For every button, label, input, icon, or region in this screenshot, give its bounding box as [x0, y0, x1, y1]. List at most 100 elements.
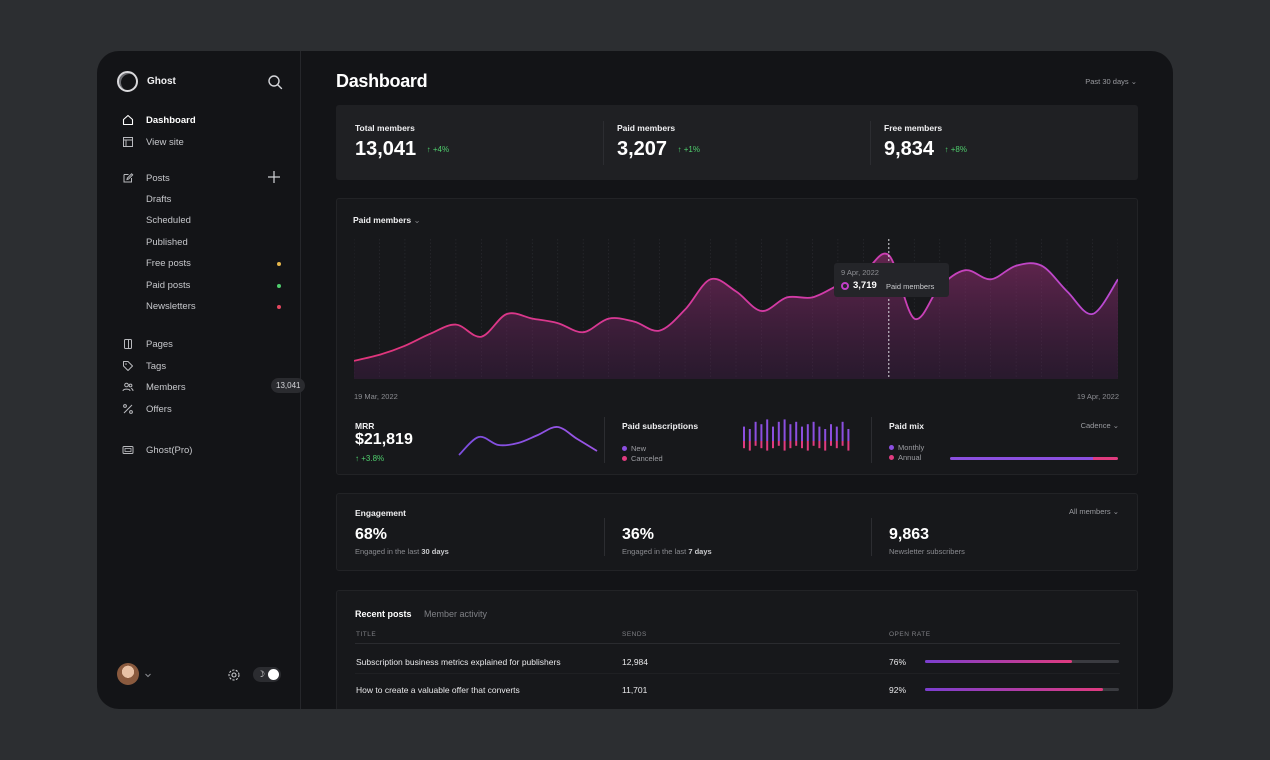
toggle-knob [268, 669, 279, 680]
brand[interactable]: Ghost [117, 71, 176, 92]
bar-canceled [754, 441, 757, 446]
stat-paid-members[interactable]: Paid members 3,207 ↑ +1% [617, 123, 700, 161]
date-range-select[interactable]: Past 30 days ⌄ [1085, 77, 1137, 86]
stat-delta: ↑ +4% [427, 145, 449, 154]
paid-mix-title: Paid mix [889, 421, 924, 431]
chart-metric-select[interactable]: Paid members ⌄ [353, 215, 421, 226]
bar-canceled [812, 441, 815, 446]
bar-new [806, 424, 809, 441]
bar-new [847, 429, 850, 441]
recent-posts-card: Recent posts Member activity TITLE SENDS… [336, 590, 1138, 709]
bar-new [783, 419, 786, 441]
layout-icon [121, 135, 135, 149]
divider [870, 121, 871, 165]
tooltip-value: 3,719 [853, 280, 877, 291]
sidebar-item-free-posts[interactable]: Free posts [146, 257, 281, 271]
sidebar-item-tags[interactable]: Tags [121, 358, 281, 374]
paid-subscriptions-bar-chart[interactable] [742, 417, 854, 463]
sidebar-item-newsletters[interactable]: Newsletters [146, 300, 281, 314]
moon-icon: ☽ [257, 669, 266, 679]
tooltip-label: Paid members [886, 282, 935, 291]
theme-toggle[interactable]: ☽ [253, 667, 281, 682]
stat-total-members[interactable]: Total members 13,041 ↑ +4% [355, 123, 449, 161]
engagement-caption: Engaged in the last 7 days [622, 547, 712, 556]
bar-new [801, 426, 803, 441]
newsletter-subscribers[interactable]: 9,863 Newsletter subscribers [889, 526, 965, 556]
mix-segment-annual [1092, 457, 1118, 460]
audience-filter-select[interactable]: All members ⌄ [1069, 507, 1119, 516]
stat-delta: ↑ +8% [945, 145, 967, 154]
engagement-value: 9,863 [889, 526, 930, 543]
search-icon[interactable] [267, 74, 283, 90]
main-content: Dashboard Past 30 days ⌄ Total members 1… [302, 51, 1173, 709]
sidebar-item-label: Pages [146, 338, 173, 350]
sidebar-item-members[interactable]: Members 13,041 [121, 378, 306, 395]
post-open-rate: 92% [889, 685, 907, 695]
stat-label: Total members [355, 123, 415, 133]
sidebar-item-paid-posts[interactable]: Paid posts [146, 279, 281, 293]
page-title: Dashboard [336, 71, 428, 91]
bar-canceled [801, 441, 803, 449]
divider [355, 673, 1120, 674]
sidebar-item-label: Newsletters [146, 301, 196, 312]
paid-mix-bar[interactable] [950, 457, 1118, 460]
bar-new [795, 421, 798, 441]
status-dot [277, 284, 281, 288]
legend-monthly: Monthly [889, 443, 924, 452]
mrr-delta: ↑ +3.8% [355, 454, 384, 463]
sidebar-item-drafts[interactable]: Drafts [146, 193, 281, 207]
divider [355, 643, 1120, 644]
sidebar-item-pages[interactable]: Pages [121, 336, 281, 352]
caption-period: 7 days [688, 547, 712, 556]
stat-free-members[interactable]: Free members 9,834 ↑ +8% [884, 123, 967, 161]
status-dot [277, 305, 281, 309]
sidebar-item-label: Free posts [146, 258, 191, 269]
sidebar-item-label: View site [146, 136, 184, 148]
x-axis-start-label: 19 Mar, 2022 [354, 392, 398, 401]
add-post-icon[interactable] [267, 170, 281, 184]
bar-canceled [748, 441, 751, 451]
engagement-caption: Engaged in the last 30 days [355, 547, 449, 556]
open-rate-bar [925, 688, 1119, 691]
open-rate-bar [925, 660, 1119, 663]
cadence-select[interactable]: Cadence ⌄ [1081, 421, 1119, 430]
paid-members-area-chart[interactable] [354, 239, 1118, 381]
mrr-title: MRR [355, 421, 375, 431]
post-title[interactable]: Subscription business metrics explained … [356, 657, 561, 667]
status-dot [277, 262, 281, 266]
tab-member-activity[interactable]: Member activity [424, 609, 488, 619]
mrr-sparkline[interactable] [457, 421, 599, 459]
sidebar-item-ghost-pro[interactable]: Ghost(Pro) [121, 442, 281, 458]
post-sends: 11,701 [622, 685, 648, 695]
sidebar-item-posts[interactable]: Posts [121, 170, 281, 186]
legend-label: Canceled [631, 454, 663, 463]
bar-canceled [783, 441, 786, 451]
engagement-title: Engagement [355, 508, 407, 518]
gear-icon[interactable] [227, 668, 241, 682]
sidebar-item-scheduled[interactable]: Scheduled [146, 214, 281, 228]
home-icon [121, 113, 135, 127]
avatar[interactable] [117, 663, 139, 685]
bar-canceled [760, 441, 763, 449]
sidebar-item-published[interactable]: Published [146, 236, 281, 250]
bar-new [748, 429, 751, 441]
bar-new [772, 426, 774, 441]
members-count-badge: 13,041 [271, 378, 306, 393]
sidebar-item-dashboard[interactable]: Dashboard [121, 112, 281, 128]
stat-delta-value: +8% [950, 145, 967, 154]
sidebar-item-label: Members [146, 381, 186, 393]
tab-recent-posts[interactable]: Recent posts [355, 609, 412, 619]
post-title[interactable]: How to create a valuable offer that conv… [356, 685, 520, 695]
sidebar-item-offers[interactable]: Offers [121, 401, 281, 417]
sidebar-item-label: Posts [146, 172, 170, 184]
sidebar-item-label: Offers [146, 403, 172, 415]
bar-canceled [789, 441, 792, 449]
sidebar-item-label: Ghost(Pro) [146, 444, 193, 456]
sidebar-item-view-site[interactable]: View site [121, 134, 281, 150]
engagement-7-days[interactable]: 36% Engaged in the last 7 days [622, 526, 712, 556]
legend-swatch [622, 446, 627, 451]
caption-text: Newsletter subscribers [889, 547, 965, 556]
bar-canceled [841, 441, 844, 446]
chevron-down-icon[interactable] [144, 671, 152, 679]
engagement-30-days[interactable]: 68% Engaged in the last 30 days [355, 526, 449, 556]
